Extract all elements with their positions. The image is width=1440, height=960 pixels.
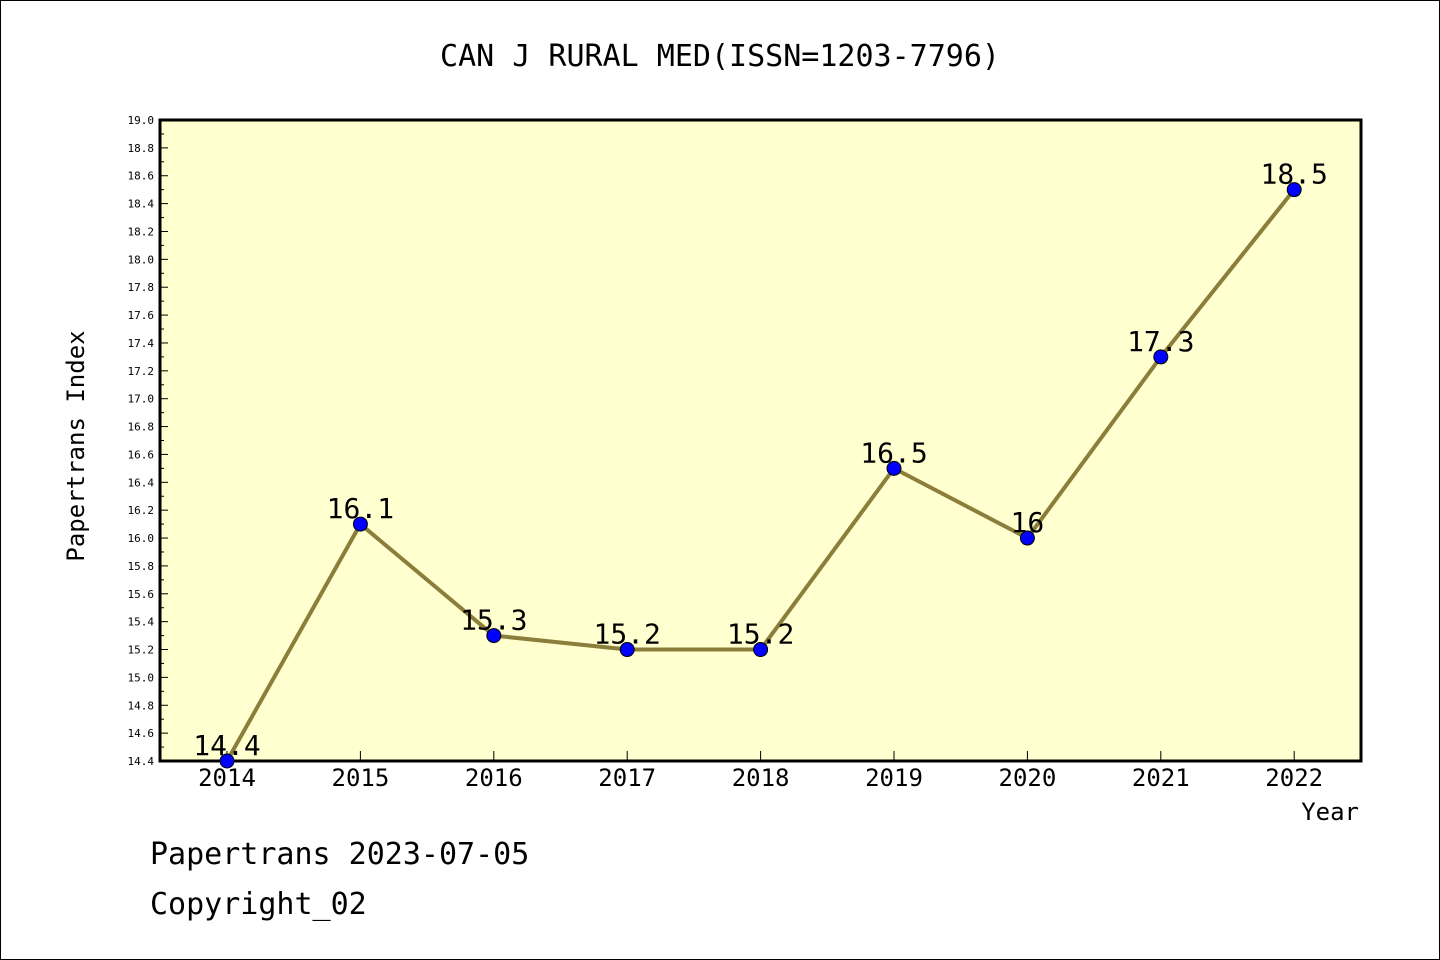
y-tick-label: 19.0 bbox=[128, 114, 155, 127]
y-tick-label: 14.4 bbox=[128, 755, 155, 768]
y-tick-label: 17.0 bbox=[128, 393, 155, 406]
y-tick-label: 18.8 bbox=[128, 142, 155, 155]
data-point bbox=[753, 642, 769, 658]
y-tick-label: 15.0 bbox=[128, 671, 155, 684]
y-tick-label: 17.8 bbox=[128, 281, 155, 294]
x-tick-label: 2017 bbox=[598, 764, 656, 792]
y-axis-label: Papertrans Index bbox=[62, 330, 90, 561]
footer-copyright: Copyright_02 bbox=[150, 887, 367, 922]
data-point bbox=[1286, 182, 1302, 198]
data-point bbox=[886, 460, 902, 476]
x-tick-label: 2019 bbox=[865, 764, 923, 792]
y-tick-label: 15.6 bbox=[128, 588, 155, 601]
y-tick-label: 16.8 bbox=[128, 421, 155, 434]
data-label: 15.2 bbox=[727, 618, 794, 651]
y-tick-label: 18.6 bbox=[128, 170, 155, 183]
series-markers bbox=[219, 182, 1302, 769]
data-label: 17.3 bbox=[1127, 325, 1194, 358]
data-label: 18.5 bbox=[1260, 158, 1327, 191]
data-point bbox=[219, 753, 235, 769]
data-label: 16.1 bbox=[327, 492, 394, 525]
x-axis-label: Year bbox=[1301, 798, 1359, 826]
x-tick-label: 2020 bbox=[999, 764, 1057, 792]
y-tick-label: 17.2 bbox=[128, 365, 155, 378]
footer-date: Papertrans 2023-07-05 bbox=[150, 837, 529, 872]
y-axis-ticks: 14.4 14.6 14.8 15.0 15.2 15.4 15.6 15.8 16.0 16.2… bbox=[128, 114, 168, 768]
data-labels: 14.4 16.1 15.3 15.2 15.2 16.5 16 17.3 18.5 bbox=[193, 158, 1328, 762]
y-tick-label: 17.4 bbox=[128, 337, 155, 350]
y-tick-label: 16.0 bbox=[128, 532, 155, 545]
x-tick-label: 2018 bbox=[732, 764, 790, 792]
x-tick-label: 2022 bbox=[1265, 764, 1323, 792]
data-label: 15.2 bbox=[593, 618, 660, 651]
y-tick-label: 16.2 bbox=[128, 504, 155, 517]
y-tick-label: 15.8 bbox=[128, 560, 155, 573]
data-point bbox=[619, 642, 635, 658]
data-point bbox=[1019, 530, 1035, 546]
data-label: 16 bbox=[1011, 506, 1045, 539]
y-tick-label: 18.0 bbox=[128, 253, 155, 266]
y-tick-label: 14.8 bbox=[128, 699, 155, 712]
y-tick-label: 15.2 bbox=[128, 644, 155, 657]
y-tick-label: 18.4 bbox=[128, 198, 155, 211]
data-point bbox=[486, 628, 502, 644]
x-axis-ticks: 2014 2015 2016 2017 2018 2019 2020 2021 2022 bbox=[198, 751, 1323, 792]
data-point bbox=[352, 516, 368, 532]
x-tick-label: 2016 bbox=[465, 764, 523, 792]
chart-title: CAN J RURAL MED(ISSN=1203-7796) bbox=[440, 39, 1000, 74]
plot-area bbox=[158, 118, 1363, 763]
data-label: 16.5 bbox=[860, 436, 927, 469]
x-tick-label: 2015 bbox=[332, 764, 390, 792]
y-tick-label: 14.6 bbox=[128, 727, 155, 740]
x-tick-label: 2014 bbox=[198, 764, 256, 792]
data-label: 15.3 bbox=[460, 604, 527, 637]
data-point bbox=[1153, 349, 1169, 365]
y-tick-label: 18.2 bbox=[128, 225, 155, 238]
y-tick-label: 16.6 bbox=[128, 448, 155, 461]
y-tick-label: 15.4 bbox=[128, 616, 155, 629]
x-tick-label: 2021 bbox=[1132, 764, 1190, 792]
y-tick-label: 16.4 bbox=[128, 476, 155, 489]
y-tick-label: 17.6 bbox=[128, 309, 155, 322]
data-label: 14.4 bbox=[193, 729, 260, 762]
